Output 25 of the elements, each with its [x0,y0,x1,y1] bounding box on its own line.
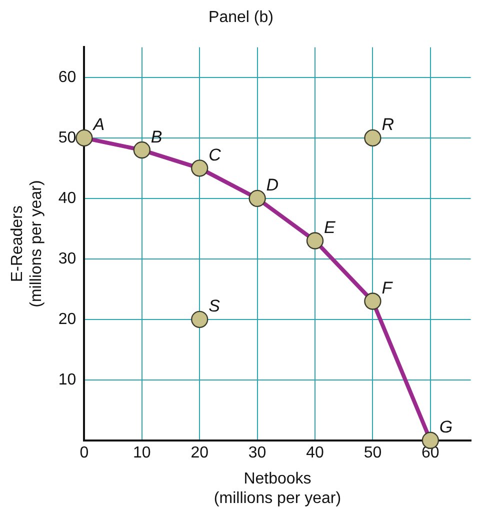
x-tick-label: 30 [248,444,266,462]
annotation: F [382,278,394,298]
y-tick-label: 20 [58,310,76,328]
annotation: A [92,115,105,134]
y-tick-label: 50 [58,129,76,146]
x-axis-title: Netbooks (millions per year) [214,470,342,507]
chart-title: Panel (b) [208,9,274,26]
x-tick-label: 10 [133,444,151,462]
annotation: G [439,418,453,437]
x-tick-label: 50 [364,444,382,462]
annotation: R [382,115,394,134]
annotation: E [324,218,336,238]
x-tick-label: 0 [80,444,89,462]
annotation: S [208,296,221,316]
y-tick-label: 10 [58,371,76,388]
x-tick-label: 20 [190,444,209,462]
y-tick-label: 40 [58,190,76,207]
y-tick-label: 60 [58,68,76,86]
point [364,129,382,147]
x-tick-label: 40 [306,444,324,462]
y-tick-label: 30 [58,250,76,268]
annotation: C [208,145,222,164]
y-axis-title: E-Readers (millions per year) [9,180,46,308]
annotation: D [266,176,279,195]
point [191,310,208,328]
